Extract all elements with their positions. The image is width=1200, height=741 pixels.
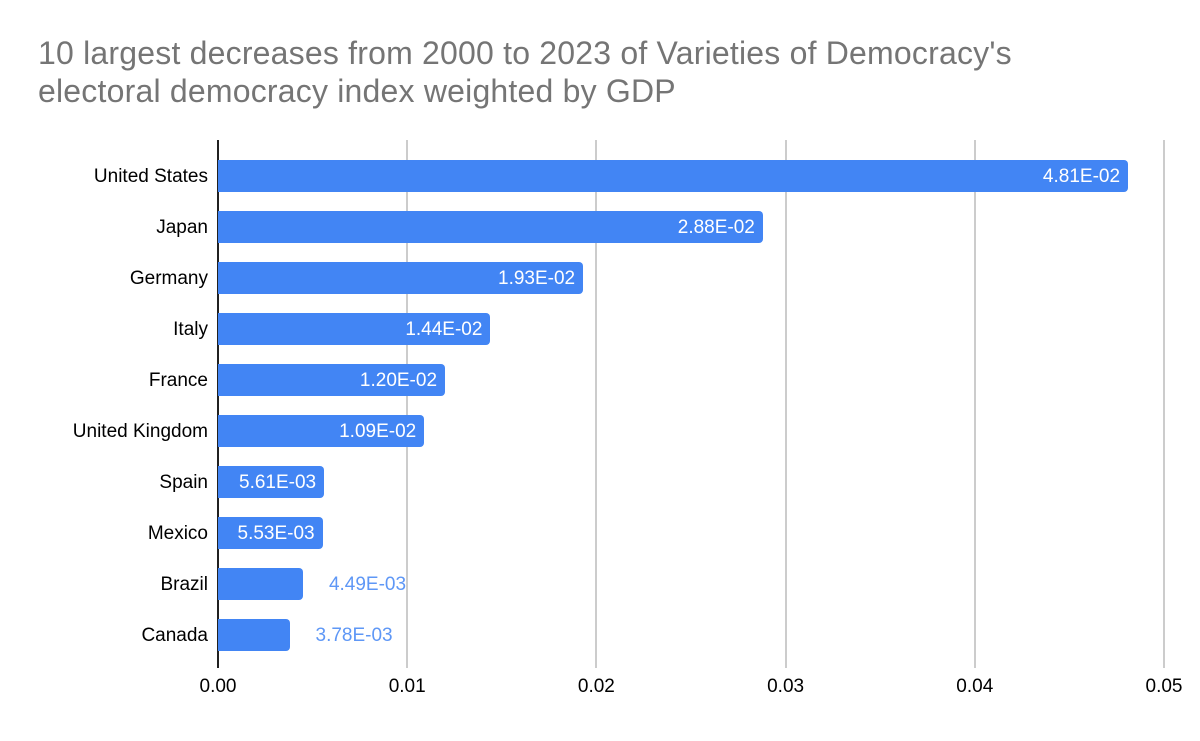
category-label: Canada bbox=[141, 625, 208, 646]
bar-value-label: 5.53E-03 bbox=[237, 523, 315, 544]
bar-value-label: 1.93E-02 bbox=[498, 268, 576, 289]
category-label: Mexico bbox=[147, 523, 208, 544]
category-label: France bbox=[148, 370, 208, 391]
bar-value-label: 4.49E-03 bbox=[328, 574, 407, 595]
bar-value-label: 4.81E-02 bbox=[1042, 166, 1121, 187]
chart-title: 10 largest decreases from 2000 to 2023 o… bbox=[38, 35, 1012, 109]
bar bbox=[218, 364, 446, 396]
bar bbox=[218, 466, 325, 498]
bar bbox=[218, 262, 584, 294]
gridline bbox=[406, 140, 409, 668]
x-tick-label: 0.02 bbox=[577, 676, 615, 697]
bar-value-label: 1.09E-02 bbox=[339, 421, 417, 442]
x-tick-label: 0.00 bbox=[199, 676, 237, 697]
bar-value-label: 1.20E-02 bbox=[359, 370, 438, 391]
gridline bbox=[1163, 140, 1165, 668]
category-label: Italy bbox=[173, 319, 208, 340]
bar bbox=[218, 619, 290, 651]
bar bbox=[218, 415, 425, 447]
bar-value-label: 2.88E-02 bbox=[677, 217, 755, 238]
x-tick-label: 0.01 bbox=[388, 676, 426, 697]
category-label: Spain bbox=[159, 472, 208, 493]
bar bbox=[218, 568, 303, 600]
gridline bbox=[784, 140, 787, 668]
bar bbox=[218, 313, 491, 345]
bar-value-label: 1.44E-02 bbox=[405, 319, 483, 340]
category-label: United Kingdom bbox=[72, 421, 208, 442]
gridline bbox=[973, 140, 976, 668]
category-label: Brazil bbox=[160, 574, 208, 595]
bar bbox=[218, 160, 1129, 192]
y-axis-line bbox=[217, 140, 219, 668]
category-label: Japan bbox=[156, 217, 208, 238]
bar-value-label: 5.61E-03 bbox=[239, 472, 317, 493]
x-tick-label: 0.05 bbox=[1145, 676, 1183, 697]
category-label: United States bbox=[93, 166, 208, 187]
x-tick-label: 0.03 bbox=[767, 676, 805, 697]
bar bbox=[218, 517, 323, 549]
bar bbox=[218, 211, 763, 243]
category-label: Germany bbox=[129, 268, 208, 289]
x-tick-label: 0.04 bbox=[956, 676, 994, 697]
gridline bbox=[595, 140, 598, 668]
bar-value-label: 3.78E-03 bbox=[315, 625, 393, 646]
